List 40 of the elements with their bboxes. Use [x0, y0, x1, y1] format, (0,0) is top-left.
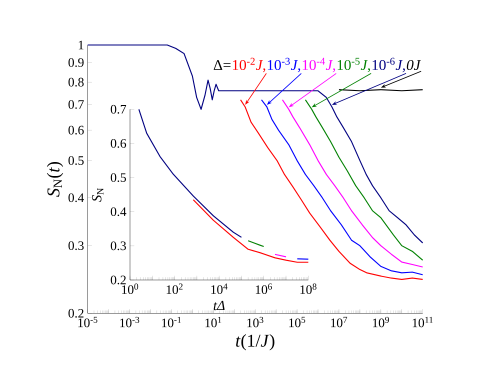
y-tick-label: 0.5 [68, 156, 84, 165]
x-tick-label: 10$^{8}$ [300, 284, 316, 294]
y-tick-label: 0.5 [110, 173, 126, 182]
series-label: 0J [406, 60, 421, 70]
x-tick-label: 10$^{-1}$ [162, 316, 181, 328]
text: 10$^{-5}$J, [338, 58, 370, 72]
x-axis-title: t(1/J) [236, 334, 274, 350]
y-tick-label: 0.4 [68, 193, 84, 202]
x-tick-label: 10$^{0}$ [122, 284, 138, 294]
series-label: 10$^{-2}$J, [232, 58, 266, 72]
y-tick-label: 0.3 [68, 241, 84, 250]
text: 10$^{-6}$J, [372, 58, 405, 72]
text: 10$^{-4}$J, [302, 58, 336, 72]
x-tick-label: 10$^{4}$ [211, 284, 228, 294]
x-tick-label: 10$^{2}$ [166, 284, 183, 294]
y-tick-label: 0.3 [110, 241, 126, 250]
y-tick-label: 0.7 [110, 104, 126, 114]
y-tick-label: 0.6 [110, 139, 126, 148]
y-tick-label: 1 [78, 40, 84, 50]
x-axis-title: tΔ [214, 300, 225, 310]
x-tick-label: 10$^{-3}$ [120, 316, 140, 328]
x-tick-label: 10$^{3}$ [247, 316, 264, 328]
y-tick-label: 0.8 [68, 78, 84, 87]
annotation: Δ= [214, 60, 230, 70]
x-tick-label: 10$^{9}$ [372, 316, 389, 328]
series-label: 10$^{-3}$J, [268, 58, 300, 72]
y-tick-label: 0.6 [68, 126, 84, 135]
x-tick-label: 10$^{7}$ [331, 316, 348, 328]
y-tick-label: 0.7 [68, 100, 84, 109]
x-tick-label: 10$^{-5}$ [78, 316, 98, 328]
x-tick-label: 10$^{1}$ [205, 316, 222, 328]
y-axis-title: S$_{N}$(t) [46, 162, 64, 197]
y-tick-label: 0.2 [110, 276, 126, 284]
y-tick-label: 0.9 [68, 58, 84, 67]
x-tick-label: 10$^{5}$ [289, 316, 306, 328]
y-axis-title: S$_{N}$ [92, 188, 104, 202]
y-tick-label: 0.4 [110, 207, 126, 216]
x-tick-label: 10$^{11}$ [412, 316, 433, 328]
y-tick-label: 0.2 [68, 308, 84, 318]
x-tick-label: 10$^{6}$ [256, 284, 272, 294]
